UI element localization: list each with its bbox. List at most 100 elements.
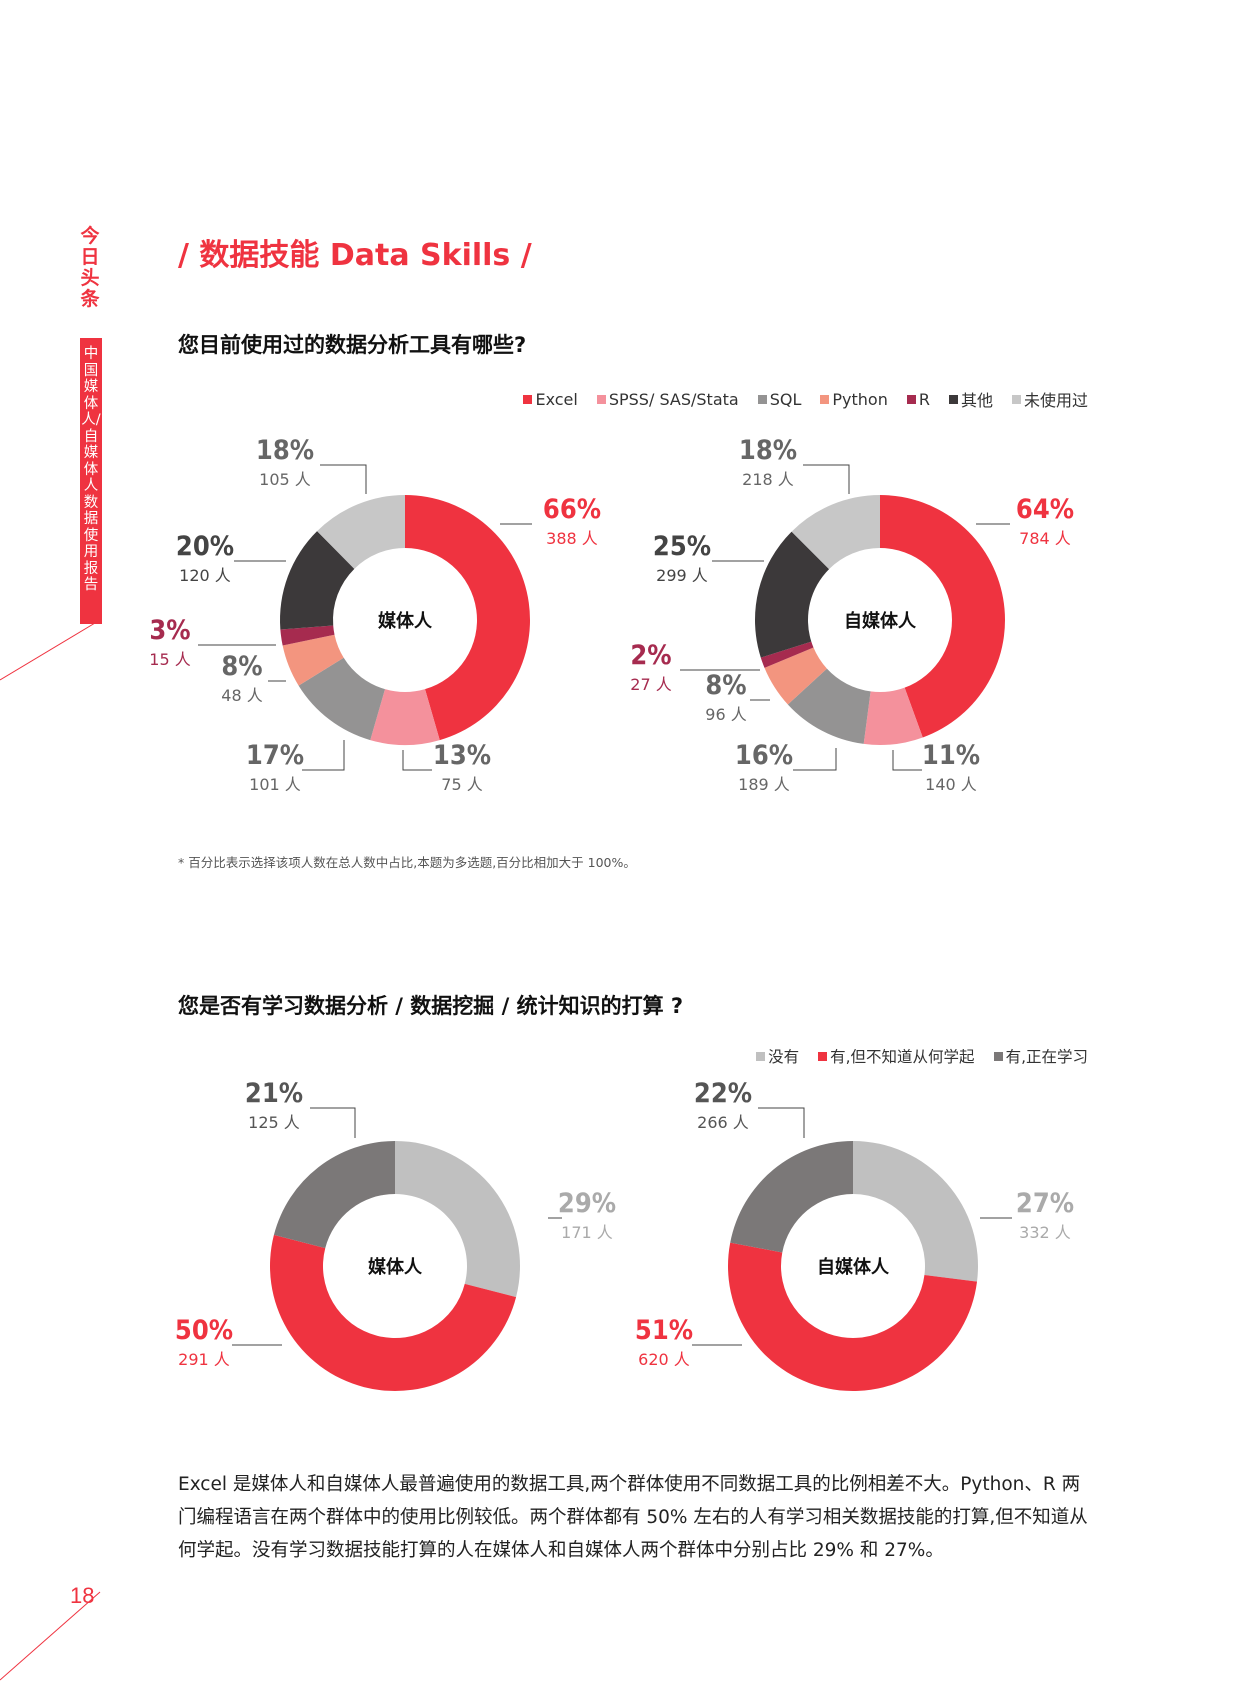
legend-tools-label: 其他 <box>960 391 993 410</box>
donut-slice <box>880 495 1005 738</box>
slice-percent-label: 50% <box>175 1315 233 1346</box>
question-1-title: 您目前使用过的数据分析工具有哪些? <box>178 333 527 357</box>
leader-line <box>892 750 922 771</box>
brand-logo-text: 今日头条 <box>80 225 100 310</box>
slice-percent-label: 22% <box>694 1078 752 1109</box>
donut-slice <box>760 641 814 668</box>
donut-slice <box>298 657 385 741</box>
donut-center-label: 自媒体人 <box>844 610 917 632</box>
slice-count-label: 171 人 <box>561 1223 613 1242</box>
donut-slice <box>317 495 405 569</box>
legend-tools-item: R <box>906 389 930 409</box>
page-number: 18 <box>70 1583 95 1608</box>
legend-plans-label: 有,正在学习 <box>1005 1048 1088 1066</box>
legend-tools-label: SQL <box>769 389 802 409</box>
leader-line <box>302 740 345 771</box>
legend-tools-label: 未使用过 <box>1023 391 1088 410</box>
leader-line <box>758 1107 805 1138</box>
slice-percent-label: 21% <box>245 1078 303 1109</box>
leader-line <box>320 464 367 494</box>
slice-count-label: 27 人 <box>630 675 671 694</box>
slice-count-label: 101 人 <box>249 775 301 794</box>
slice-percent-label: 17% <box>246 740 304 771</box>
legend-plans-swatch <box>756 1051 766 1061</box>
slice-count-label: 266 人 <box>697 1113 749 1132</box>
donut-slice <box>395 1141 520 1298</box>
decorative-line-top <box>0 619 101 681</box>
donut-center-label: 媒体人 <box>368 1256 423 1278</box>
slice-count-label: 291 人 <box>178 1350 230 1369</box>
legend-tools-swatch <box>820 394 830 404</box>
slice-percent-label: 11% <box>922 740 980 771</box>
leader-line <box>793 748 837 771</box>
leader-line <box>803 464 850 494</box>
slice-count-label: 189 人 <box>738 775 790 794</box>
slice-percent-label: 64% <box>1016 494 1074 525</box>
slice-count-label: 388 人 <box>546 529 598 548</box>
leader-line <box>310 1107 356 1138</box>
slice-count-label: 96 人 <box>705 705 746 724</box>
donut-slice <box>764 647 827 705</box>
slice-count-label: 105 人 <box>259 470 311 489</box>
legend-plans-item: 没有 <box>756 1045 799 1067</box>
section-title: / 数据技能 Data Skills / <box>178 238 532 273</box>
legend-tools-swatch <box>1011 394 1021 404</box>
donut-slice <box>787 668 871 744</box>
legend-tools-swatch <box>948 394 958 404</box>
slice-count-label: 140 人 <box>925 775 977 794</box>
donut-chart-2: 64% 784 人 11% 140 人 16% 189 人 8% 96 人 2% 27 人 25% 2… <box>630 435 1074 794</box>
legend-plans-label: 没有 <box>768 1048 800 1066</box>
slice-percent-label: 20% <box>176 531 234 562</box>
slice-count-label: 120 人 <box>179 566 231 585</box>
donut-slice <box>791 495 880 570</box>
legend-tools-label: Python <box>832 389 888 409</box>
slice-count-label: 125 人 <box>248 1113 300 1132</box>
legend-tools-item: Python <box>820 389 888 409</box>
donut-slice <box>853 1141 978 1282</box>
slice-count-label: 620 人 <box>638 1350 690 1369</box>
slice-count-label: 299 人 <box>656 566 708 585</box>
legend-tools-item: Excel <box>523 390 578 409</box>
donut-slice <box>405 495 530 741</box>
legend-plans-item: 有,正在学习 <box>993 1045 1088 1067</box>
legend-tools-swatch <box>596 394 606 404</box>
legend-tools-item: 未使用过 <box>1011 387 1088 411</box>
leader-line <box>402 750 432 771</box>
donut-slice <box>282 634 344 686</box>
slice-percent-label: 25% <box>653 531 711 562</box>
donut-slice <box>863 687 923 745</box>
legend-plans-swatch <box>993 1051 1003 1061</box>
donut-slice <box>270 1234 517 1391</box>
slice-percent-label: 8% <box>705 670 746 701</box>
legend-tools-label: R <box>918 389 930 409</box>
slice-percent-label: 27% <box>1016 1188 1074 1219</box>
slice-percent-label: 66% <box>543 494 601 525</box>
legend-tools-item: 其他 <box>948 387 993 411</box>
donut-center-label: 媒体人 <box>378 610 433 632</box>
donut-slice <box>755 531 830 658</box>
summary-paragraph: Excel 是媒体人和自媒体人最普遍使用的数据工具,两个群体使用不同数据工具的比… <box>178 1474 1088 1561</box>
footnote: * 百分比表示选择该项人数在总人数中占比,本题为多选题,百分比相加大于 100%… <box>178 855 636 870</box>
legend-tools: Excel SPSS/ SAS/Stata SQL Python R 其他 未使用过 <box>504 387 1088 411</box>
legend-learning-plans: 没有 有,但不知道从何学起 有,正在学习 <box>737 1045 1088 1067</box>
slice-percent-label: 18% <box>739 435 797 466</box>
donut-slice <box>727 1242 978 1392</box>
legend-tools-item: SQL <box>757 389 802 409</box>
donut-center-label: 自媒体人 <box>817 1256 890 1278</box>
slice-count-label: 784 人 <box>1019 529 1071 548</box>
slice-percent-label: 51% <box>635 1315 693 1346</box>
slice-percent-label: 18% <box>256 435 314 466</box>
slice-count-label: 48 人 <box>221 686 262 705</box>
slice-count-label: 75 人 <box>441 775 482 794</box>
donut-slice <box>273 1141 395 1249</box>
legend-tools-swatch <box>757 394 767 404</box>
slice-percent-label: 29% <box>558 1188 616 1219</box>
slice-percent-label: 16% <box>735 740 793 771</box>
donut-slice <box>279 531 355 630</box>
slice-percent-label: 2% <box>630 640 671 671</box>
sidebar-tab <box>80 338 102 624</box>
legend-tools-swatch <box>906 394 916 404</box>
